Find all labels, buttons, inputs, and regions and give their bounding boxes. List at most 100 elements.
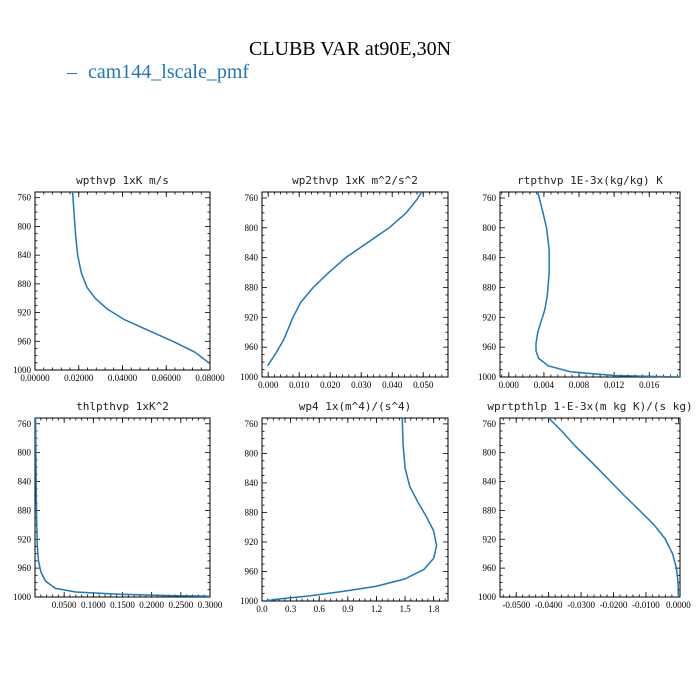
- y-tick-label: 760: [245, 419, 259, 429]
- legend: – cam144_lscale_pmf: [66, 61, 249, 83]
- panel-title: wprtpthlp 1-E-3x(m kg K)/(s kg): [487, 400, 692, 413]
- plot-frame: [499, 417, 681, 598]
- plot-frame: [34, 191, 211, 371]
- y-tick-label: 920: [483, 312, 497, 322]
- y-tick-label: 1000: [478, 372, 497, 382]
- x-tick-label: 0.6: [314, 604, 326, 614]
- x-tick-label: 0.000: [499, 380, 520, 390]
- x-tick-label: 0.040: [382, 380, 403, 390]
- y-tick-label: 920: [483, 534, 497, 544]
- x-tick-label: 0.004: [534, 380, 555, 390]
- y-tick-label: 840: [18, 477, 32, 487]
- legend-label: cam144_lscale_pmf: [88, 61, 249, 83]
- y-tick-label: 840: [245, 253, 259, 263]
- y-tick-label: 800: [245, 448, 259, 458]
- series-line: [535, 192, 680, 377]
- x-tick-label: 0.010: [289, 380, 310, 390]
- x-tick-label: -0.0500: [502, 600, 530, 610]
- y-tick-label: 880: [245, 507, 259, 517]
- x-tick-label: 0.2500: [168, 600, 193, 610]
- y-tick-label: 880: [483, 505, 497, 515]
- x-tick-label: 0.06000: [152, 373, 182, 383]
- y-tick-label: 880: [245, 282, 259, 292]
- plot-panel: wprtpthlp 1-E-3x(m kg K)/(s kg) 760 800 840…: [478, 400, 693, 610]
- y-tick-label: 880: [483, 282, 497, 292]
- panel-title: wp4 1x(m^4)/(s^4): [299, 400, 412, 413]
- x-tick-label: 0.08000: [195, 373, 225, 383]
- y-tick-label: 880: [18, 505, 32, 515]
- x-tick-label: -0.0100: [632, 600, 660, 610]
- y-tick-label: 800: [18, 221, 32, 231]
- series-line: [35, 418, 210, 597]
- x-tick-label: 0.1500: [110, 600, 135, 610]
- y-tick-label: 920: [245, 312, 259, 322]
- y-tick-label: 920: [245, 537, 259, 547]
- x-tick-label: 0.00000: [20, 373, 50, 383]
- x-tick-label: 0.000: [258, 380, 279, 390]
- legend-line-marker: –: [66, 61, 78, 83]
- panel-title: rtpthvp 1E-3x(kg/kg) K: [517, 174, 663, 187]
- x-tick-label: 0.3: [285, 604, 297, 614]
- y-tick-label: 960: [483, 563, 497, 573]
- x-tick-label: 0.050: [413, 380, 434, 390]
- y-tick-label: 1000: [13, 365, 32, 375]
- plot-panel: thlpthvp 1xK^2 760 800 840 880 920 960 1000 0.05…: [13, 400, 223, 610]
- y-tick-label: 840: [18, 250, 32, 260]
- series-line: [266, 192, 423, 367]
- y-tick-label: 1000: [478, 592, 497, 602]
- y-tick-label: 1000: [240, 596, 259, 606]
- x-tick-label: 0.02000: [64, 373, 94, 383]
- x-tick-label: 0.1000: [81, 600, 106, 610]
- x-tick-label: 1.5: [399, 604, 411, 614]
- series-line: [548, 418, 680, 597]
- y-tick-label: 960: [245, 566, 259, 576]
- y-tick-label: 760: [483, 419, 497, 429]
- y-tick-label: 800: [483, 223, 497, 233]
- y-tick-label: 800: [18, 448, 32, 458]
- y-tick-label: 760: [483, 193, 497, 203]
- y-tick-label: 960: [18, 336, 32, 346]
- panel-title: thlpthvp 1xK^2: [76, 400, 169, 413]
- x-tick-label: 0.0: [256, 604, 268, 614]
- y-tick-label: 880: [18, 279, 32, 289]
- x-tick-label: 0.0500: [52, 600, 77, 610]
- x-tick-label: 0.3000: [198, 600, 223, 610]
- x-tick-label: -0.0300: [567, 600, 595, 610]
- y-tick-label: 1000: [240, 372, 259, 382]
- x-tick-label: 0.030: [351, 380, 372, 390]
- x-tick-label: 0.0000: [666, 600, 691, 610]
- plot-panel: rtpthvp 1E-3x(kg/kg) K 760 800 840 880 920 960…: [478, 174, 681, 390]
- x-tick-label: -0.0200: [600, 600, 628, 610]
- x-tick-label: 0.016: [639, 380, 660, 390]
- plot-frame: [261, 417, 449, 602]
- x-tick-label: 1.2: [371, 604, 382, 614]
- x-tick-label: 0.008: [569, 380, 590, 390]
- figure-title: CLUBB VAR at90E,30N: [249, 38, 451, 60]
- x-tick-label: -0.0400: [535, 600, 563, 610]
- plot-frame: [499, 191, 681, 378]
- series-line: [263, 418, 438, 601]
- y-tick-label: 760: [18, 419, 32, 429]
- y-tick-label: 840: [483, 477, 497, 487]
- x-tick-label: 0.020: [320, 380, 341, 390]
- x-tick-label: 0.012: [604, 380, 624, 390]
- y-tick-label: 920: [18, 308, 32, 318]
- y-tick-label: 800: [245, 223, 259, 233]
- panel-title: wp2thvp 1xK m^2/s^2: [292, 174, 418, 187]
- plot-panel: wp2thvp 1xK m^2/s^2 760 800 840 880 920 960 100…: [240, 174, 449, 390]
- plot-panel: wpthvp 1xK m/s 760 800 840 880 920 960 10000.00…: [13, 174, 225, 383]
- y-tick-label: 760: [245, 193, 259, 203]
- plot-grid: wpthvp 1xK m/s76080084088092096010000.00…: [13, 174, 693, 614]
- y-tick-label: 760: [18, 193, 32, 203]
- plot-panel: wp4 1x(m^4)/(s^4)76080084088092096010000…: [240, 400, 449, 614]
- y-tick-label: 960: [18, 563, 32, 573]
- series-line: [71, 192, 210, 364]
- x-tick-label: 0.04000: [108, 373, 138, 383]
- y-tick-label: 800: [483, 448, 497, 458]
- y-tick-label: 1000: [13, 592, 32, 602]
- y-tick-label: 960: [245, 342, 259, 352]
- plot-frame: [34, 417, 211, 598]
- x-tick-label: 0.9: [342, 604, 354, 614]
- y-tick-label: 840: [245, 478, 259, 488]
